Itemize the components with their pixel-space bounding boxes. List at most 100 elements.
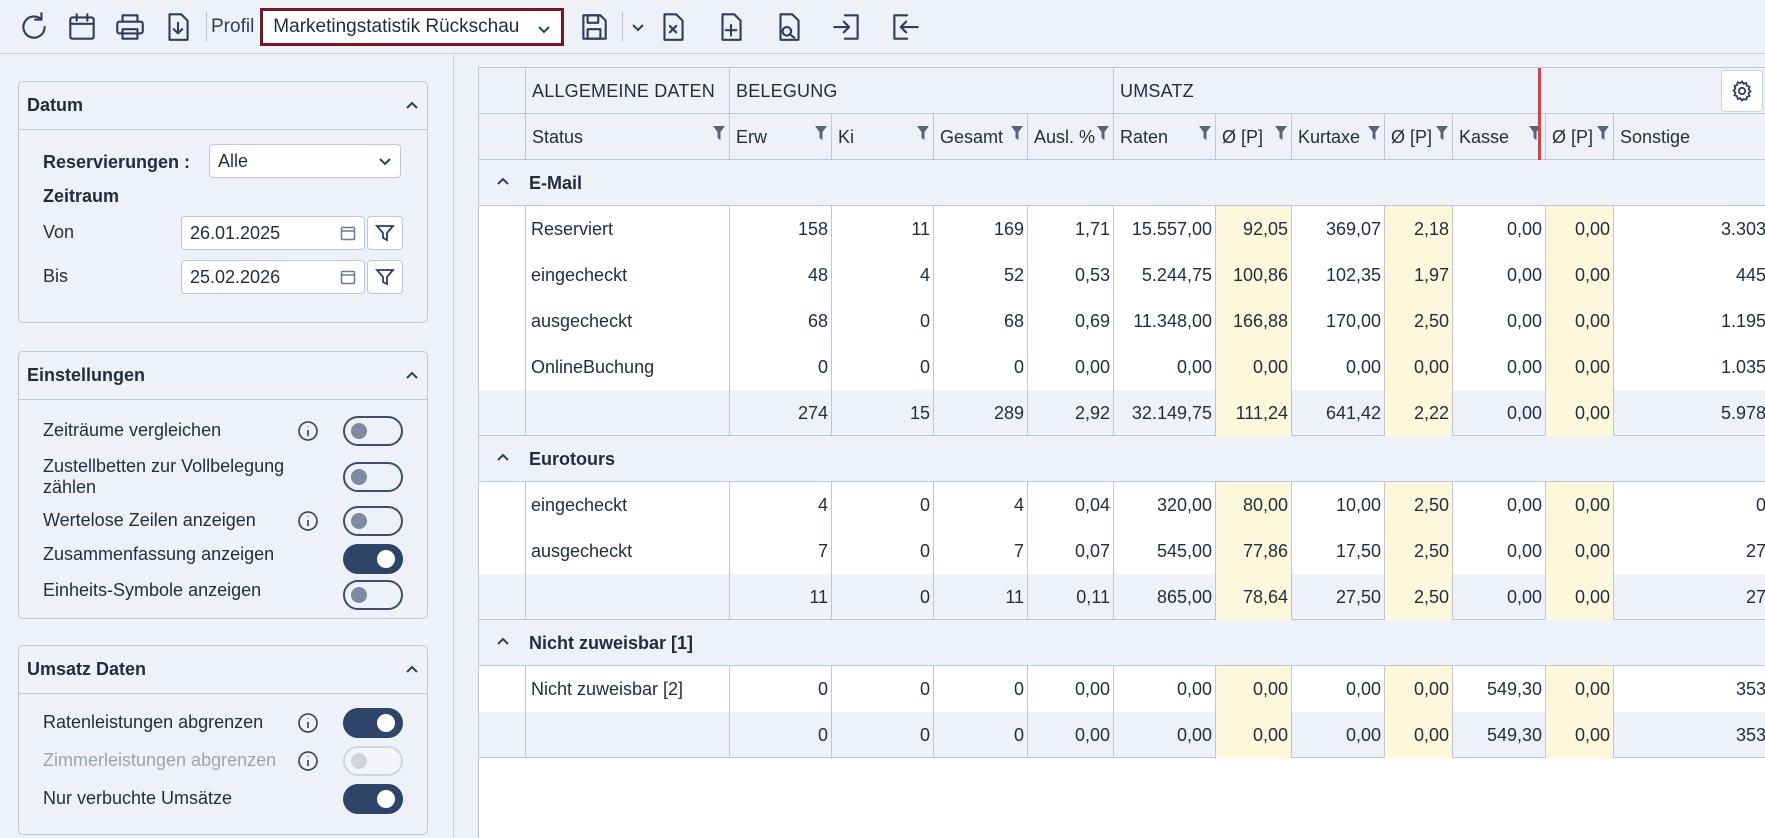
column-filter-icon[interactable] — [1275, 124, 1287, 140]
toggle-ratenleistungen[interactable] — [343, 708, 403, 738]
info-icon[interactable] — [297, 750, 319, 772]
row-lead-cell — [479, 482, 526, 528]
table-settings-button[interactable] — [1721, 70, 1763, 112]
cell-gesamt: 52 — [934, 252, 1028, 298]
save-icon[interactable] — [570, 3, 618, 51]
column-filter-icon[interactable] — [1368, 124, 1380, 140]
column-filter-icon[interactable] — [1097, 124, 1109, 140]
cell-raten: 0,00 — [1114, 344, 1216, 390]
column-header-avg-kurtaxe[interactable]: Ø [P] — [1385, 114, 1453, 160]
info-icon[interactable] — [297, 420, 319, 442]
toggle-zeitraeume-vergleichen[interactable] — [343, 416, 403, 446]
bis-date-input[interactable]: 25.02.2026 — [181, 260, 365, 294]
toggle-zustellbetten[interactable] — [343, 462, 403, 492]
calendar-icon[interactable] — [58, 3, 106, 51]
column-header-kurtaxe[interactable]: Kurtaxe — [1292, 114, 1385, 160]
column-filter-icon[interactable] — [1436, 124, 1448, 140]
table-row[interactable]: OnlineBuchung 0 0 0 0,00 0,00 0,00 0,00 0,00 0,00… — [479, 344, 1765, 390]
sidebar: Datum Reservierungen : Alle Zeitraum Von… — [0, 55, 454, 838]
summary-row[interactable]: 274 15 289 2,92 32.149,75 111,24 641,42 2,22 0,0… — [479, 390, 1765, 436]
table-row[interactable]: eingecheckt 4 0 4 0,04 320,00 80,00 10,00 2,50 0,… — [479, 482, 1765, 528]
column-header-erw[interactable]: Erw — [730, 114, 832, 160]
column-filter-icon[interactable] — [1597, 124, 1609, 140]
download-file-icon[interactable] — [154, 3, 202, 51]
cell-kurtaxe: 0,00 — [1292, 344, 1385, 390]
cell-gesamt: 169 — [934, 206, 1028, 252]
cell-avg-kurtaxe: 2,50 — [1385, 482, 1453, 528]
group-belegung: BELEGUNG — [730, 68, 1114, 114]
toggle-einheits-symbole[interactable] — [343, 580, 403, 610]
column-filter-icon[interactable] — [713, 124, 725, 140]
column-header-sonstige[interactable]: Sonstige — [1614, 114, 1765, 160]
table-row[interactable]: Reserviert 158 11 169 1,71 15.557,00 92,05 369,… — [479, 206, 1765, 252]
von-filter-button[interactable] — [367, 216, 403, 250]
toggle-wertelose-zeilen[interactable] — [343, 506, 403, 536]
column-header-avg-kasse[interactable]: Ø [P] — [1546, 114, 1614, 160]
cell-kasse: 0,00 — [1453, 482, 1546, 528]
header-cell-empty — [479, 114, 526, 160]
bis-filter-button[interactable] — [367, 260, 403, 294]
info-icon[interactable] — [297, 510, 319, 532]
column-header-raten[interactable]: Raten — [1114, 114, 1216, 160]
group-row-label: E-Mail — [529, 173, 583, 193]
export-icon[interactable] — [881, 3, 929, 51]
table-row[interactable]: ausgecheckt 68 0 68 0,69 11.348,00 166,88 170,0… — [479, 298, 1765, 344]
table-row[interactable]: eingecheckt 48 4 52 0,53 5.244,75 100,86 102,35… — [479, 252, 1765, 298]
column-filter-icon[interactable] — [815, 124, 827, 140]
column-filter-icon[interactable] — [1199, 124, 1211, 140]
column-header-ki[interactable]: Ki — [832, 114, 934, 160]
column-resize-marker — [1538, 68, 1541, 160]
cell-status — [526, 574, 730, 620]
shared-profile-icon[interactable] — [765, 3, 813, 51]
info-icon[interactable] — [297, 712, 319, 734]
column-header-label: Ausl. % — [1034, 126, 1096, 147]
cell-kasse: 0,00 — [1453, 298, 1546, 344]
table-row[interactable]: ausgecheckt 7 0 7 0,07 545,00 77,86 17,50 2,50 0,… — [479, 528, 1765, 574]
toggle-zusammenfassung[interactable] — [343, 544, 403, 574]
cell-ki: 0 — [832, 482, 934, 528]
row-lead-cell — [479, 712, 526, 758]
cell-ausl: 1,71 — [1028, 206, 1114, 252]
cell-erw: 158 — [730, 206, 832, 252]
delete-profile-icon[interactable] — [649, 3, 697, 51]
profil-select[interactable]: Marketingstatistik Rückschau — [260, 7, 565, 46]
column-filter-icon[interactable] — [917, 124, 929, 140]
calendar-icon — [340, 270, 356, 285]
umsatz-panel: Umsatz Daten Ratenleistungen abgrenzen Z… — [18, 645, 428, 835]
cell-sonstige: 353, — [1735, 724, 1765, 745]
new-profile-icon[interactable] — [707, 3, 755, 51]
column-header-gesamt[interactable]: Gesamt — [934, 114, 1028, 160]
import-icon[interactable] — [823, 3, 871, 51]
column-header-label: Raten — [1120, 126, 1169, 147]
chevron-up-icon[interactable] — [495, 174, 511, 190]
toggle-nur-verbuchte[interactable] — [343, 784, 403, 814]
reservierungen-select[interactable]: Alle — [209, 144, 401, 178]
group-row[interactable]: E-Mail — [479, 160, 1765, 206]
column-filter-icon[interactable] — [1011, 124, 1023, 140]
von-date-input[interactable]: 26.01.2025 — [181, 216, 365, 250]
cell-ki: 0 — [832, 344, 934, 390]
cell-kasse: 549,30 — [1453, 712, 1546, 758]
chevron-up-icon[interactable] — [495, 450, 511, 466]
column-header-ausl[interactable]: Ausl. % — [1028, 114, 1114, 160]
refresh-icon[interactable] — [10, 3, 58, 51]
column-header-avg-raten[interactable]: Ø [P] — [1216, 114, 1292, 160]
cell-avg-kurtaxe: 2,50 — [1385, 574, 1453, 620]
row-lead-cell — [479, 252, 526, 298]
column-header-status[interactable]: Status — [526, 114, 730, 160]
group-row[interactable]: Nicht zuweisbar [1] — [479, 620, 1765, 666]
table-row[interactable]: Nicht zuweisbar [2] 0 0 0 0,00 0,00 0,00 0,00 0,… — [479, 666, 1765, 712]
save-options-chevron-icon[interactable] — [627, 3, 649, 51]
group-row[interactable]: Eurotours — [479, 436, 1765, 482]
datum-panel-header[interactable]: Datum — [19, 82, 427, 130]
umsatz-panel-header[interactable]: Umsatz Daten — [19, 646, 427, 694]
print-icon[interactable] — [106, 3, 154, 51]
einstellungen-panel-header[interactable]: Einstellungen — [19, 352, 427, 400]
group-row-label: Eurotours — [529, 449, 616, 469]
chevron-up-icon[interactable] — [495, 634, 511, 650]
column-header-kasse[interactable]: Kasse — [1453, 114, 1546, 160]
cell-ausl: 0,69 — [1028, 298, 1114, 344]
cell-ki: 15 — [832, 390, 934, 436]
